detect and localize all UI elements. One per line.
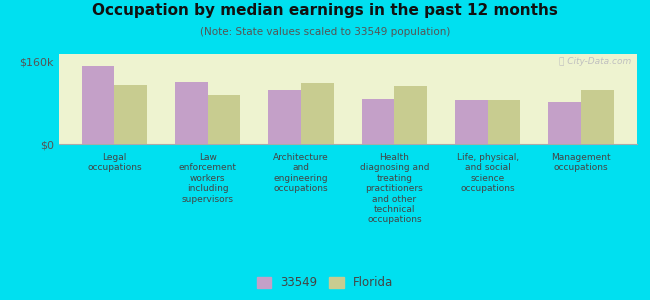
Text: Legal
occupations: Legal occupations (87, 153, 142, 172)
Bar (362, 99, 395, 144)
Bar (301, 83, 333, 144)
Text: Architecture
and
engineering
occupations: Architecture and engineering occupations (273, 153, 329, 193)
Bar (455, 100, 488, 144)
Text: Health
diagnosing and
treating
practitioners
and other
technical
occupations: Health diagnosing and treating practitio… (359, 153, 429, 224)
Text: Life, physical,
and social
science
occupations: Life, physical, and social science occup… (457, 153, 519, 193)
Text: Law
enforcement
workers
including
supervisors: Law enforcement workers including superv… (179, 153, 237, 204)
Text: Occupation by median earnings in the past 12 months: Occupation by median earnings in the pas… (92, 3, 558, 18)
Text: (Note: State values scaled to 33549 population): (Note: State values scaled to 33549 popu… (200, 27, 450, 37)
Text: Ⓡ City-Data.com: Ⓡ City-Data.com (559, 57, 631, 66)
Bar (581, 90, 614, 144)
Bar (175, 82, 208, 144)
Legend: 33549, Florida: 33549, Florida (252, 272, 398, 294)
Bar (395, 86, 427, 144)
Text: Management
occupations: Management occupations (551, 153, 611, 172)
Bar (549, 102, 581, 144)
Bar (114, 85, 147, 144)
Bar (268, 90, 301, 144)
Bar (488, 100, 521, 144)
Bar (82, 66, 114, 144)
Bar (208, 95, 240, 144)
